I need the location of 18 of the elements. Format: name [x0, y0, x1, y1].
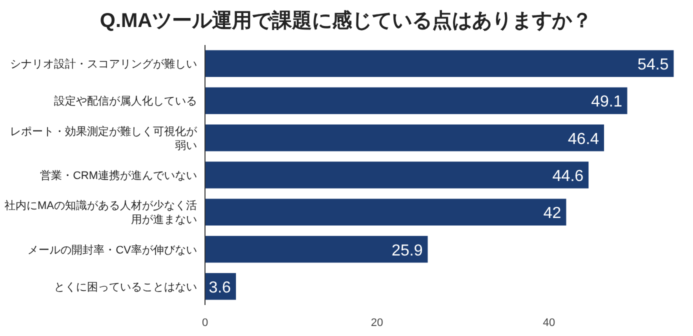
x-tick-label: 0 — [202, 317, 208, 329]
y-tick-label: シナリオ設計・スコアリングが難しい — [10, 58, 197, 71]
y-tick-label: 営業・CRM連携が進んでいない — [40, 169, 197, 182]
data-label: 42 — [543, 205, 562, 222]
y-tick-label: 社内にMAの知識がある人材が少なく活用が進まない — [4, 199, 197, 226]
data-label: 3.6 — [208, 279, 232, 296]
y-tick-label: とくに困っていることはない — [54, 281, 197, 294]
x-tick-label: 40 — [542, 317, 556, 329]
data-label: 54.5 — [638, 56, 669, 74]
title: Q.MAツール運用で課題に感じている点はありますか？ — [100, 10, 592, 32]
y-tick-label: メールの開封率・CV率が伸びない — [28, 243, 197, 256]
x-tick-label: 20 — [370, 317, 384, 329]
data-label: 44.6 — [552, 168, 584, 185]
data-label: 49.1 — [591, 94, 622, 111]
y-tick-label: レポート・効果測定が難しく可視化が弱い — [10, 124, 198, 152]
data-label: 25.9 — [392, 242, 423, 260]
y-tick-label: 設定や配信が属人化している — [54, 94, 197, 108]
data-label: 46.4 — [568, 130, 600, 148]
